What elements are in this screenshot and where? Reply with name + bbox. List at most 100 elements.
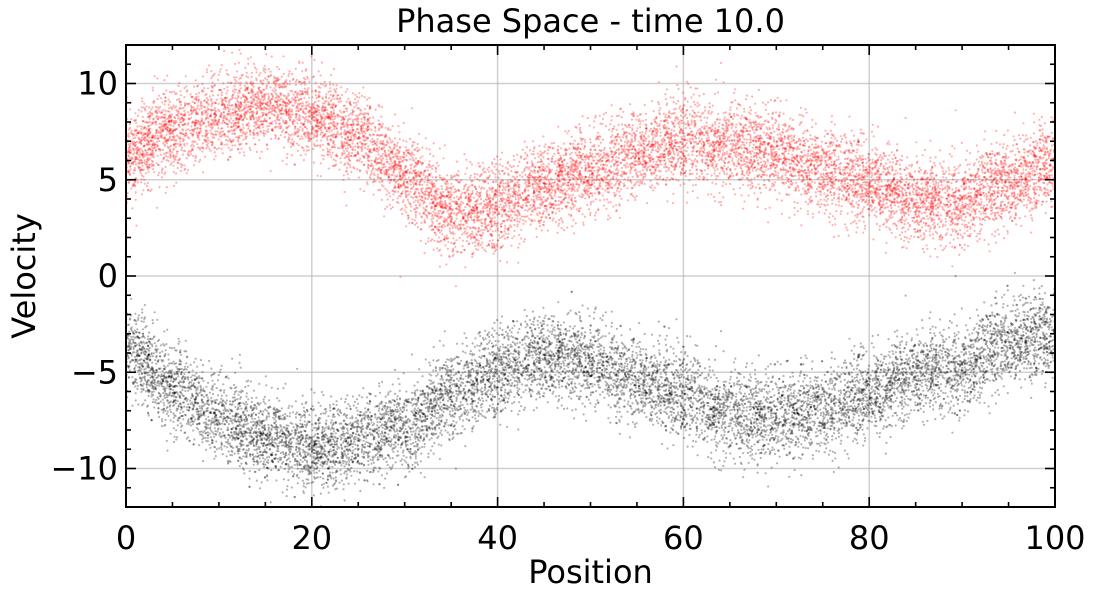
scatter-point (528, 149, 532, 152)
scatter-point (700, 149, 703, 152)
scatter-point (435, 219, 438, 222)
scatter-point (213, 83, 216, 86)
scatter-point (672, 202, 675, 205)
scatter-point (228, 120, 231, 123)
scatter-point (925, 244, 928, 247)
scatter-point (994, 241, 998, 244)
scatter-point (911, 190, 915, 193)
scatter-point (425, 147, 428, 150)
scatter-point (683, 182, 686, 185)
scatter-point (225, 138, 228, 142)
scatter-point (908, 185, 912, 188)
scatter-point (220, 97, 223, 100)
scatter-point (767, 167, 770, 171)
scatter-point (892, 201, 895, 204)
scatter-point (397, 160, 400, 163)
scatter-point (1003, 237, 1006, 240)
scatter-point (404, 204, 407, 207)
scatter-point (974, 176, 977, 179)
scatter-point (376, 147, 379, 150)
scatter-point (203, 138, 206, 141)
scatter-point (322, 120, 326, 123)
scatter-point (795, 181, 798, 184)
scatter-point (578, 123, 581, 126)
scatter-point (198, 108, 201, 111)
scatter-point (506, 195, 510, 198)
scatter-point (853, 187, 856, 190)
scatter-point (780, 212, 784, 215)
scatter-point (684, 127, 687, 130)
scatter-point (541, 186, 544, 189)
scatter-point (252, 91, 255, 94)
scatter-point (974, 212, 977, 216)
scatter-point (738, 187, 742, 190)
scatter-point (837, 155, 840, 158)
scatter-point (996, 228, 999, 231)
scatter-point (755, 114, 758, 117)
scatter-point (195, 97, 198, 100)
scatter-point (387, 175, 390, 178)
scatter-point (503, 227, 507, 230)
scatter-point (789, 179, 793, 183)
scatter-point (991, 183, 994, 186)
scatter-point (776, 96, 779, 100)
scatter-point (199, 158, 202, 161)
scatter-point (1019, 198, 1022, 201)
scatter-point (885, 221, 888, 224)
scatter-point (250, 71, 253, 74)
scatter-point (257, 87, 260, 90)
scatter-point (313, 107, 317, 111)
scatter-point (274, 137, 277, 140)
scatter-point (358, 92, 361, 95)
scatter-point (363, 118, 366, 121)
scatter-point (1006, 144, 1009, 148)
scatter-point (245, 112, 248, 115)
scatter-point (965, 149, 969, 152)
scatter-point (460, 193, 463, 196)
scatter-point (1046, 150, 1050, 153)
scatter-point (692, 93, 695, 96)
scatter-point (856, 216, 859, 219)
scatter-point (641, 169, 644, 172)
scatter-point (718, 191, 721, 194)
scatter-point (979, 164, 982, 167)
scatter-point (799, 121, 802, 124)
scatter-point (477, 216, 480, 219)
scatter-point (216, 130, 219, 133)
scatter-point (826, 163, 829, 167)
scatter-point (358, 113, 361, 116)
scatter-point (577, 156, 580, 160)
scatter-point (333, 127, 336, 131)
scatter-point (910, 184, 914, 187)
scatter-point (487, 176, 490, 180)
scatter-point (838, 193, 841, 196)
scatter-point (152, 101, 155, 104)
scatter-point (533, 166, 537, 169)
scatter-point (1008, 164, 1011, 167)
scatter-point (991, 185, 994, 189)
scatter-point (826, 145, 830, 148)
scatter-point (808, 178, 811, 181)
scatter-point (722, 146, 726, 149)
scatter-point (377, 119, 380, 122)
scatter-point (533, 206, 536, 209)
scatter-point (328, 81, 331, 84)
scatter-point (218, 133, 221, 136)
scatter-point (335, 87, 338, 90)
scatter-point (1028, 172, 1031, 175)
scatter-point (1036, 165, 1039, 168)
scatter-point (591, 172, 594, 175)
scatter-point (537, 155, 540, 158)
scatter-point (678, 165, 682, 168)
scatter-point (741, 153, 744, 157)
scatter-point (347, 114, 350, 117)
scatter-point (687, 82, 690, 85)
scatter-point (585, 184, 588, 187)
scatter-point (346, 173, 349, 176)
scatter-point (933, 225, 937, 228)
scatter-point (474, 187, 478, 190)
scatter-point (1050, 170, 1053, 173)
scatter-point (711, 165, 714, 168)
scatter-point (1024, 160, 1027, 163)
scatter-point (404, 177, 407, 181)
